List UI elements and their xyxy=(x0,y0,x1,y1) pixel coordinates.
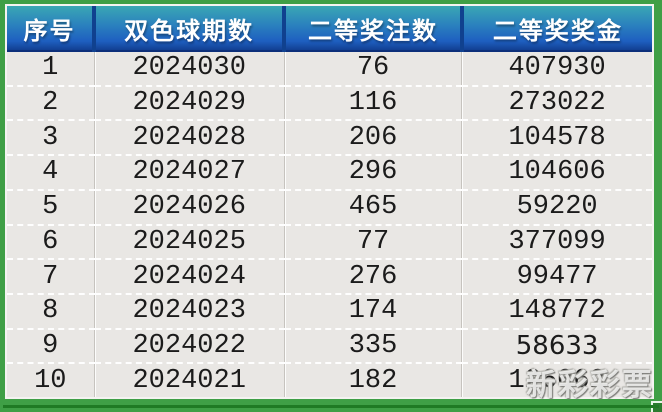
header-cell-index[interactable]: 序号 xyxy=(7,6,95,52)
table-row: 8 2024023 174 148772 xyxy=(7,292,652,329)
cell-index[interactable]: 1 xyxy=(7,51,95,86)
cell-prize[interactable]: 104606 xyxy=(461,154,652,190)
cell-bets[interactable]: 276 xyxy=(283,258,462,294)
table-row: 5 2024026 465 59220 xyxy=(7,188,652,225)
cell-bets[interactable]: 206 xyxy=(283,119,462,156)
cell-period[interactable]: 2024024 xyxy=(93,258,285,294)
cell-prize[interactable]: 273022 xyxy=(461,84,652,121)
cell-period[interactable]: 2024028 xyxy=(93,119,285,156)
table-row: 3 2024028 206 104578 xyxy=(7,119,652,156)
cell-bets[interactable]: 182 xyxy=(283,362,462,397)
lottery-table: 序号 双色球期数 二等奖注数 二等奖奖金 1 2024030 76 407930… xyxy=(7,6,652,397)
cell-prize[interactable]: 104578 xyxy=(461,119,652,156)
cell-index[interactable]: 2 xyxy=(7,84,95,121)
cell-period[interactable]: 2024029 xyxy=(93,84,285,121)
cell-period[interactable]: 2024025 xyxy=(93,223,285,260)
cell-period[interactable]: 2024026 xyxy=(93,188,285,225)
table-row: 7 2024024 276 99477 xyxy=(7,258,652,294)
cell-period[interactable]: 2024027 xyxy=(93,154,285,190)
cell-index[interactable]: 4 xyxy=(7,154,95,190)
table-row: 10 2024021 182 126062 xyxy=(7,362,652,397)
cell-prize[interactable]: 59220 xyxy=(461,188,652,225)
table-row: 6 2024025 77 377099 xyxy=(7,223,652,260)
cell-index[interactable]: 6 xyxy=(7,223,95,260)
cell-period[interactable]: 2024030 xyxy=(93,51,285,86)
cell-index[interactable]: 5 xyxy=(7,188,95,225)
cell-index[interactable]: 10 xyxy=(7,362,95,397)
cell-bets[interactable]: 76 xyxy=(283,51,462,86)
cell-index[interactable]: 3 xyxy=(7,119,95,156)
cell-index[interactable]: 8 xyxy=(7,292,95,329)
cell-period[interactable]: 2024023 xyxy=(93,292,285,329)
cell-bets[interactable]: 296 xyxy=(283,154,462,190)
cell-bets[interactable]: 116 xyxy=(283,84,462,121)
header-row: 序号 双色球期数 二等奖注数 二等奖奖金 xyxy=(7,6,652,52)
table-row: 1 2024030 76 407930 xyxy=(7,51,652,86)
cell-prize[interactable]: 407930 xyxy=(461,51,652,86)
cell-prize[interactable]: 126062 xyxy=(461,362,652,397)
cell-prize[interactable]: 148772 xyxy=(461,292,652,329)
table-row: 9 2024022 335 58633 xyxy=(7,327,652,364)
cell-period[interactable]: 2024021 xyxy=(93,362,285,397)
cell-bets[interactable]: 77 xyxy=(283,223,462,260)
table-row: 4 2024027 296 104606 xyxy=(7,154,652,190)
cell-period[interactable]: 2024022 xyxy=(93,327,285,364)
cell-index[interactable]: 7 xyxy=(7,258,95,294)
header-cell-prize[interactable]: 二等奖奖金 xyxy=(459,6,652,52)
cell-bets[interactable]: 335 xyxy=(283,327,462,364)
header-cell-period[interactable]: 双色球期数 xyxy=(92,6,285,52)
cell-bets[interactable]: 465 xyxy=(283,188,462,225)
cell-prize[interactable]: 58633 xyxy=(461,327,652,364)
cell-index[interactable]: 9 xyxy=(7,327,95,364)
selected-range: 序号 双色球期数 二等奖注数 二等奖奖金 1 2024030 76 407930… xyxy=(5,4,654,399)
fill-handle[interactable] xyxy=(651,401,662,412)
cell-prize[interactable]: 99477 xyxy=(461,258,652,294)
cell-prize[interactable]: 377099 xyxy=(461,223,652,260)
header-cell-bets[interactable]: 二等奖注数 xyxy=(282,6,462,52)
table-body: 1 2024030 76 407930 2 2024029 116 273022… xyxy=(7,51,652,397)
table-header: 序号 双色球期数 二等奖注数 二等奖奖金 xyxy=(7,6,652,52)
table-row: 2 2024029 116 273022 xyxy=(7,84,652,121)
cell-bets[interactable]: 174 xyxy=(283,292,462,329)
